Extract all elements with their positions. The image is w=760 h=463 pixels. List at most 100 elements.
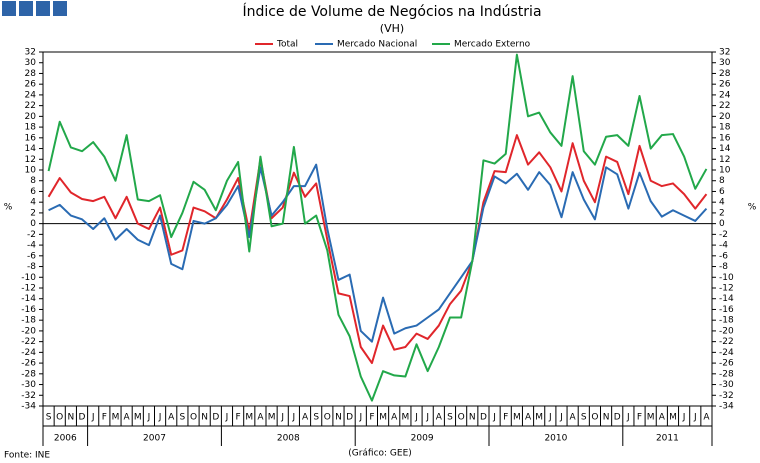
x-tick-label: F [236,413,241,423]
y-tick-label: -12 [21,284,36,294]
logo-block [53,1,67,16]
x-tick-label: S [313,413,319,423]
logo-block [19,1,33,16]
x-tick-label: M [134,413,142,423]
y-tick-label: 10 [25,166,37,176]
x-tick-label: F [102,413,107,423]
x-tick-label: F [369,413,374,423]
x-tick-label: S [180,413,186,423]
y-tick-label: 22 [25,101,36,111]
year-label: 2007 [143,434,166,444]
y-tick-label: 10 [719,166,731,176]
chart-title: Índice de Volume de Negócios na Indústri… [242,3,541,20]
y-tick-label: 2 [719,208,725,218]
x-tick-label: D [614,413,621,423]
y-tick-label: -14 [21,294,36,304]
x-tick-label: N [469,413,476,423]
y-tick-label: -30 [719,380,734,390]
x-tick-label: M [245,413,253,423]
y-tick-label: 4 [719,198,725,208]
y-tick-label: -4 [27,241,36,251]
logo-block [2,1,16,16]
y-tick-label: -8 [719,262,728,272]
y-tick-label: -14 [719,294,734,304]
y-tick-label: 18 [25,123,37,133]
x-tick-label: M [647,413,655,423]
y-tick-label: 12 [25,155,36,165]
x-tick-label: A [703,413,710,423]
x-tick-label: J [147,413,151,423]
y-tick-label: -8 [27,262,36,272]
x-tick-label: D [480,413,487,423]
y-tick-label: -16 [21,305,36,315]
x-tick-label: M [535,413,543,423]
y-tick-label: 4 [30,198,36,208]
chart-subtitle: (VH) [380,22,404,35]
y-tick-label: -6 [719,251,728,261]
credit-note: (Gráfico: GEE) [348,449,412,459]
x-tick-label: A [570,413,577,423]
y-tick-label: 16 [25,133,37,143]
y-tick-label: -32 [21,391,36,401]
x-tick-label: A [257,413,264,423]
x-tick-label: M [513,413,521,423]
year-label: 2006 [54,434,77,444]
y-tick-label: 8 [30,176,36,186]
y-tick-label: 16 [719,133,731,143]
x-tick-label: F [637,413,642,423]
x-tick-label: S [46,413,52,423]
y-tick-label: -26 [719,359,734,369]
x-tick-label: J [414,413,418,423]
x-tick-label: A [168,413,175,423]
x-tick-label: O [591,413,598,423]
y-tick-label: -22 [21,337,36,347]
y-tick-label: -34 [21,402,36,412]
x-tick-label: S [447,413,453,423]
y-tick-label: -26 [21,359,36,369]
x-tick-label: M [379,413,387,423]
year-label: 2009 [411,434,434,444]
y-tick-label: -10 [719,273,734,283]
plot-frame [42,51,713,407]
y-tick-label: 32 [719,48,730,58]
x-tick-label: J [280,413,284,423]
y-tick-label: -30 [21,380,36,390]
logo-block [36,1,50,16]
y-tick-label: 0 [30,219,36,229]
y-tick-label: 24 [25,90,37,100]
y-tick-label: 14 [25,144,37,154]
x-tick-label: D [346,413,353,423]
x-tick-label: A [659,413,666,423]
y-axis-label: % [4,203,13,213]
x-tick-label: O [458,413,465,423]
x-tick-label: A [302,413,309,423]
y-tick-label: 6 [30,187,36,197]
x-tick-label: M [112,413,120,423]
legend-label: Total [276,40,298,50]
x-tick-label: F [503,413,508,423]
y-tick-label: -32 [719,391,734,401]
y-tick-label: -28 [719,369,734,379]
y-tick-label: 30 [25,58,37,68]
x-tick-label: J [225,413,229,423]
x-tick-label: J [425,413,429,423]
y-tick-label: 26 [719,80,731,90]
y-tick-label: 2 [30,208,36,218]
y-tick-label: 28 [719,69,731,79]
series-line [48,163,708,343]
x-tick-label: J [492,413,496,423]
x-tick-label: M [401,413,409,423]
x-tick-label: O [324,413,331,423]
x-tick-label: J [158,413,162,423]
y-tick-label: -20 [21,326,36,336]
y-tick-label: 12 [719,155,730,165]
source-note: Fonte: INE [4,451,50,461]
y-tick-label: -24 [719,348,734,358]
y-tick-label: 6 [719,187,725,197]
x-tick-label: N [68,413,75,423]
y-tick-label: 26 [25,80,37,90]
y-tick-label: 18 [719,123,731,133]
y-tick-label: -6 [27,251,36,261]
y-tick-label: 28 [25,69,37,79]
series-line [47,134,708,365]
